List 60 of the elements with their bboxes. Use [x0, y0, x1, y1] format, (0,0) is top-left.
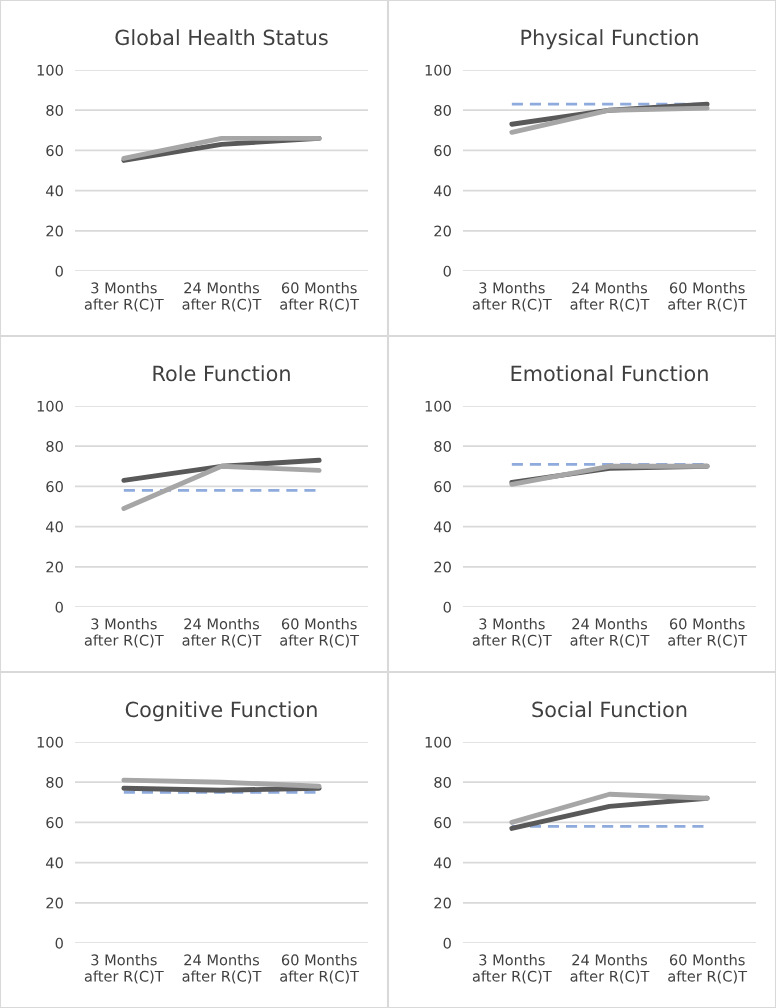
y-tick-label: 100: [37, 400, 63, 412]
y-tick-label: 20: [434, 561, 451, 573]
y-tick-label: 20: [46, 561, 63, 573]
y-tick-label: 40: [46, 521, 63, 533]
y-tick-label: 80: [46, 104, 63, 116]
x-tick-label: 3 Months after R(C)T: [84, 282, 164, 312]
y-tick-label: 60: [46, 481, 63, 493]
y-tick-label: 0: [55, 937, 63, 949]
y-tick-label: 100: [37, 736, 63, 748]
y-tick-label: 20: [434, 225, 451, 237]
y-tick-label: 100: [425, 64, 451, 76]
x-tick-label: 60 Months after R(C)T: [668, 282, 748, 312]
x-tick-label: 60 Months after R(C)T: [280, 954, 360, 984]
x-tick-label: 24 Months after R(C)T: [570, 954, 650, 984]
y-tick-label: 80: [434, 440, 451, 452]
chart-title: Physical Function: [521, 29, 698, 50]
chart-title: Global Health Status: [115, 29, 328, 46]
x-tick-label: 3 Months after R(C)T: [84, 954, 164, 984]
x-tick-label: 3 Months after R(C)T: [472, 954, 552, 984]
y-tick-label: 40: [434, 521, 451, 533]
chart-title: Social Function: [532, 701, 687, 718]
x-tick-label: 24 Months after R(C)T: [182, 618, 262, 648]
y-tick-label: 20: [46, 897, 63, 909]
y-tick-label: 0: [55, 265, 63, 277]
y-tick-label: 0: [55, 601, 63, 613]
y-tick-label: 60: [46, 817, 63, 829]
x-tick-label: 3 Months after R(C)T: [472, 282, 552, 312]
y-tick-label: 60: [434, 145, 451, 157]
x-tick-label: 60 Months after R(C)T: [280, 282, 360, 312]
y-tick-label: 0: [443, 937, 451, 949]
chart-title: Emotional Function: [511, 365, 708, 382]
x-tick-label: 60 Months after R(C)T: [668, 954, 748, 984]
x-tick-label: 24 Months after R(C)T: [570, 282, 650, 312]
y-tick-label: 80: [434, 776, 451, 788]
y-tick-label: 40: [46, 185, 63, 197]
y-tick-label: 80: [434, 104, 451, 116]
y-tick-label: 60: [434, 817, 451, 829]
x-tick-label: 24 Months after R(C)T: [570, 618, 650, 648]
y-tick-label: 60: [434, 481, 451, 493]
y-tick-label: 80: [46, 776, 63, 788]
y-tick-label: 0: [443, 265, 451, 277]
x-tick-label: 24 Months after R(C)T: [182, 282, 262, 312]
chart-title: Role Function: [153, 365, 290, 382]
y-tick-label: 20: [46, 225, 63, 237]
x-tick-label: 3 Months after R(C)T: [472, 618, 552, 648]
y-tick-label: 20: [434, 897, 451, 909]
x-tick-label: 3 Months after R(C)T: [84, 618, 164, 648]
y-tick-label: 0: [443, 601, 451, 613]
y-tick-label: 40: [46, 857, 63, 869]
x-tick-label: 24 Months after R(C)T: [182, 954, 262, 984]
y-tick-label: 80: [46, 440, 63, 452]
y-tick-label: 100: [37, 64, 63, 76]
y-tick-label: 100: [425, 736, 451, 748]
y-tick-label: 40: [434, 185, 451, 197]
x-tick-label: 60 Months after R(C)T: [280, 618, 360, 648]
chart-title: Cognitive Function: [125, 701, 317, 722]
x-tick-label: 60 Months after R(C)T: [668, 618, 748, 648]
y-tick-label: 40: [434, 857, 451, 869]
y-tick-label: 60: [46, 145, 63, 157]
y-tick-label: 100: [425, 400, 451, 412]
